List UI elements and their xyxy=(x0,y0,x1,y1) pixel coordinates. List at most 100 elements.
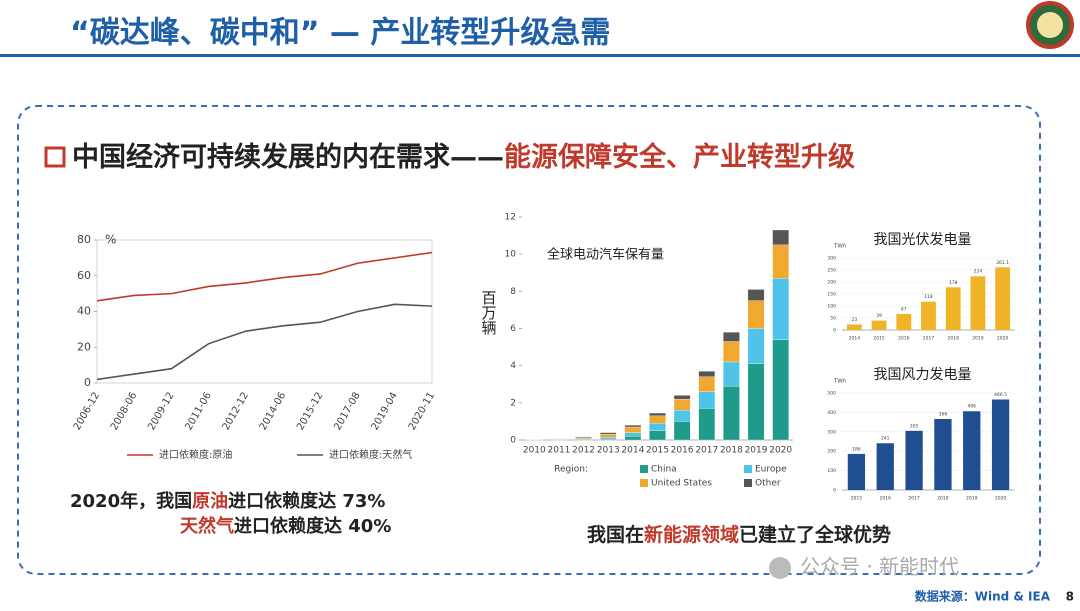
x-tick-label: 2010 xyxy=(523,446,546,456)
bar-segment xyxy=(723,385,740,441)
y-tick-label: 0 xyxy=(510,436,516,446)
note-text: 进口依赖度达 73% xyxy=(228,490,385,512)
y-tick-label: 50 xyxy=(830,316,836,322)
y-tick-label: 200 xyxy=(827,449,836,455)
bar-segment xyxy=(747,328,765,364)
bar-segment xyxy=(772,278,789,340)
x-tick-label: 2020 xyxy=(997,336,1009,342)
bar-segment xyxy=(649,415,666,424)
x-tick-label: 2017 xyxy=(695,446,718,456)
note-text: 已建立了全球优势 xyxy=(739,523,891,546)
value-label: 118 xyxy=(924,294,933,300)
value-label: 406 xyxy=(967,404,976,410)
slide-title: “碳达峰、碳中和” — 产业转型升级急需 xyxy=(70,16,610,51)
legend-swatch xyxy=(640,479,648,487)
x-tick-label: 2018 xyxy=(720,446,743,456)
x-tick-label: 2014 xyxy=(849,336,861,342)
header-rule xyxy=(0,54,1080,57)
y-tick-label: 100 xyxy=(827,304,836,310)
logo-inner xyxy=(1037,12,1063,38)
bar-segment xyxy=(698,376,716,392)
y-tick-label: 2 xyxy=(510,398,516,408)
x-tick-label: 2011 xyxy=(548,446,571,456)
bar-segment xyxy=(772,339,789,441)
y-tick-label: 300 xyxy=(827,256,836,262)
bullet-box xyxy=(44,146,66,168)
x-tick-label: 2018 xyxy=(937,496,949,502)
legend-label: 进口依赖度:原油 xyxy=(159,448,232,461)
bar-segment xyxy=(575,436,592,438)
value-label: 305 xyxy=(910,423,919,429)
legend-label: Europe xyxy=(755,465,787,475)
section-heading: 中国经济可持续发展的内在需求——能源保障安全、产业转型升级 xyxy=(72,141,855,173)
x-tick-label: 2014 xyxy=(621,446,644,456)
chart-title: 全球电动汽车保有量 xyxy=(547,247,664,263)
x-tick-label: 2019 xyxy=(966,496,978,502)
bar-segment xyxy=(624,424,642,428)
x-tick-label: 2013 xyxy=(597,446,620,456)
bar-segment xyxy=(673,421,691,441)
y-tick-label: 250 xyxy=(827,268,836,274)
value-label: 178 xyxy=(949,280,958,286)
x-tick-label: 2017 xyxy=(923,336,935,342)
y-tick-label: 400 xyxy=(827,410,836,416)
value-label: 186 xyxy=(852,446,861,452)
y-unit: TWh xyxy=(833,244,847,250)
value-label: 224 xyxy=(974,269,983,275)
bar-segment xyxy=(624,436,642,441)
y-tick-label: 10 xyxy=(505,250,517,260)
page-number: 8 xyxy=(1066,590,1074,604)
x-tick-label: 2017 xyxy=(908,496,920,502)
bar-segment xyxy=(723,332,740,342)
y-axis-label: 百万辆 xyxy=(480,290,498,335)
bar-segment xyxy=(723,361,740,387)
x-tick-label: 2012 xyxy=(572,446,595,456)
bar-segment xyxy=(698,408,716,441)
y-tick-label: 200 xyxy=(827,280,836,286)
bar-segment xyxy=(673,395,691,400)
legend-swatch xyxy=(744,465,752,473)
y-tick-label: 6 xyxy=(510,324,516,334)
bar-segment xyxy=(599,437,617,440)
bar-segment xyxy=(624,432,642,437)
bar xyxy=(934,418,952,490)
bar-segment xyxy=(673,410,691,422)
bar-segment xyxy=(772,229,789,246)
bar xyxy=(847,453,866,490)
x-tick-label: 2018 xyxy=(947,336,959,342)
y-unit: % xyxy=(105,233,116,247)
y-tick-label: 8 xyxy=(510,287,516,297)
bar-segment xyxy=(747,363,765,441)
bar xyxy=(970,276,986,330)
x-tick-label: 2020 xyxy=(769,446,792,456)
bar-segment xyxy=(649,430,666,441)
series-line xyxy=(96,251,433,302)
y-tick-label: 20 xyxy=(77,340,91,353)
bar-segment xyxy=(747,289,765,301)
source: 数据来源：Wind & IEA xyxy=(915,589,1051,604)
y-tick-label: 0 xyxy=(833,488,836,494)
y-tick-label: 0 xyxy=(84,376,91,389)
y-tick-label: 300 xyxy=(827,429,836,435)
y-unit: TWh xyxy=(833,379,847,385)
x-tick-label: 2016 xyxy=(671,446,694,456)
bar xyxy=(921,301,936,330)
value-label: 23 xyxy=(851,317,857,323)
x-tick-label: 2016 xyxy=(898,336,910,342)
bar xyxy=(995,267,1011,330)
x-tick-label: 2019 xyxy=(745,446,768,456)
y-tick-label: 100 xyxy=(827,468,836,474)
oil-note: 2020年，我国原油进口依赖度达 73% xyxy=(70,490,385,512)
legend-label: Other xyxy=(755,479,781,489)
legend-swatch xyxy=(744,479,752,487)
bar-segment xyxy=(599,432,617,435)
y-tick-label: 80 xyxy=(77,233,91,246)
x-tick-label: 2019 xyxy=(972,336,984,342)
gas-note: 天然气进口依赖度达 40% xyxy=(180,515,391,537)
x-tick-label: 2015 xyxy=(851,496,863,502)
note-highlight: 天然气 xyxy=(180,515,234,537)
bar xyxy=(991,399,1010,490)
bar-segment xyxy=(624,426,642,433)
heading-highlight: 能源保障安全、产业转型升级 xyxy=(504,141,855,173)
